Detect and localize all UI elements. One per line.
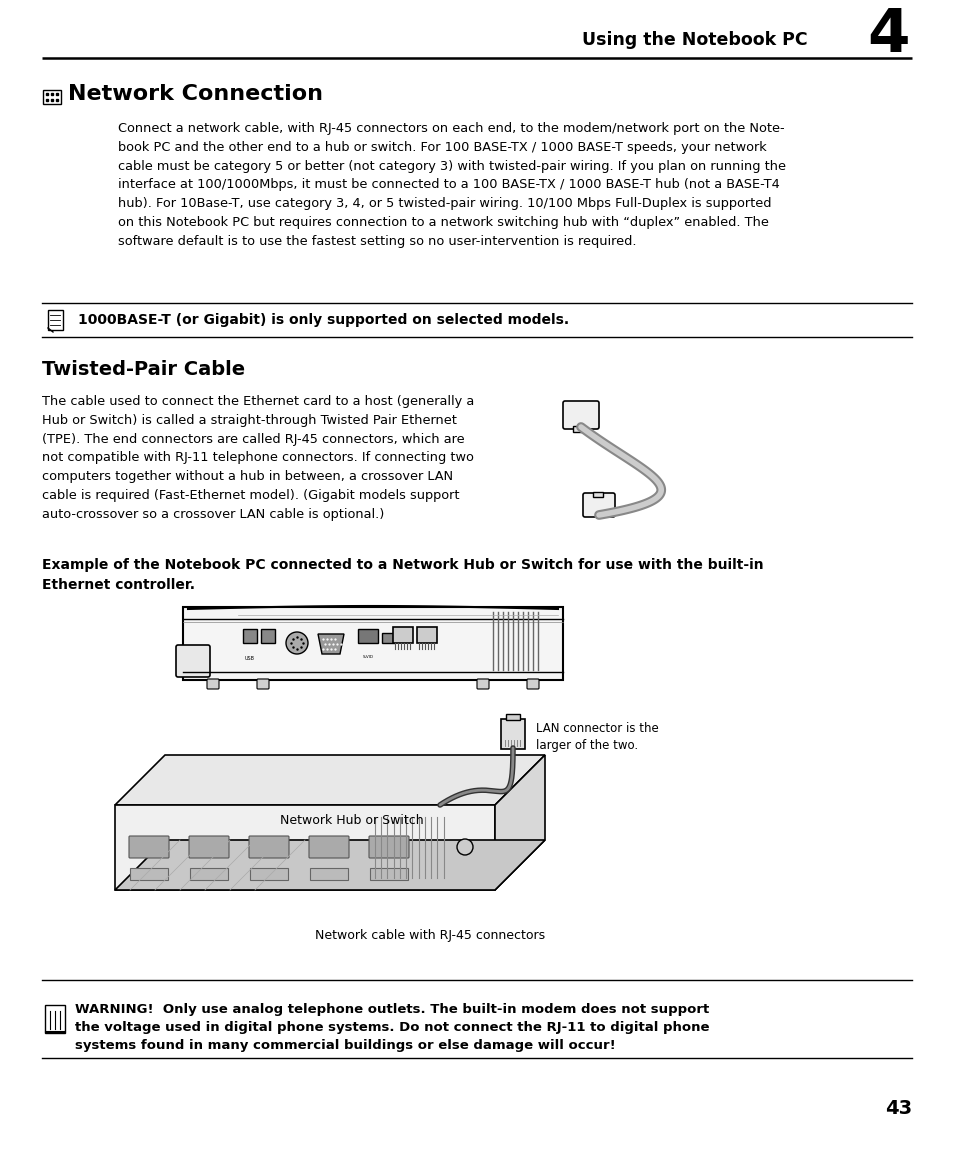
FancyBboxPatch shape: [189, 836, 229, 858]
FancyBboxPatch shape: [381, 633, 395, 643]
FancyBboxPatch shape: [309, 836, 349, 858]
Text: S-VID: S-VID: [362, 655, 374, 660]
Text: Network cable with RJ-45 connectors: Network cable with RJ-45 connectors: [314, 929, 544, 941]
Text: 4: 4: [866, 7, 909, 66]
FancyBboxPatch shape: [310, 869, 348, 880]
Text: Ethernet controller.: Ethernet controller.: [42, 578, 194, 593]
FancyBboxPatch shape: [357, 629, 377, 643]
FancyBboxPatch shape: [505, 714, 519, 720]
Text: The cable used to connect the Ethernet card to a host (generally a
Hub or Switch: The cable used to connect the Ethernet c…: [42, 395, 474, 521]
FancyBboxPatch shape: [369, 836, 409, 858]
FancyBboxPatch shape: [207, 679, 219, 690]
FancyBboxPatch shape: [476, 679, 489, 690]
FancyBboxPatch shape: [582, 493, 615, 517]
Text: Example of the Notebook PC connected to a Network Hub or Switch for use with the: Example of the Notebook PC connected to …: [42, 558, 762, 572]
Circle shape: [286, 632, 308, 654]
Text: LAN connector is the
larger of the two.: LAN connector is the larger of the two.: [536, 722, 659, 752]
Circle shape: [456, 839, 473, 855]
Polygon shape: [115, 755, 544, 805]
FancyBboxPatch shape: [175, 644, 210, 677]
FancyBboxPatch shape: [526, 679, 538, 690]
FancyBboxPatch shape: [500, 720, 524, 748]
FancyBboxPatch shape: [45, 1005, 65, 1033]
FancyBboxPatch shape: [243, 629, 256, 643]
FancyBboxPatch shape: [256, 679, 269, 690]
FancyBboxPatch shape: [562, 401, 598, 429]
Text: 43: 43: [884, 1098, 911, 1118]
Text: WARNING!  Only use analog telephone outlets. The built-in modem does not support: WARNING! Only use analog telephone outle…: [75, 1003, 709, 1052]
FancyBboxPatch shape: [43, 90, 61, 104]
Text: USB: USB: [245, 656, 254, 661]
FancyBboxPatch shape: [593, 492, 602, 497]
Polygon shape: [115, 840, 544, 891]
FancyBboxPatch shape: [573, 426, 584, 432]
Text: Connect a network cable, with RJ-45 connectors on each end, to the modem/network: Connect a network cable, with RJ-45 conn…: [118, 122, 785, 248]
Text: 1000BASE-T (or Gigabit) is only supported on selected models.: 1000BASE-T (or Gigabit) is only supporte…: [78, 313, 569, 327]
FancyBboxPatch shape: [250, 869, 288, 880]
Polygon shape: [317, 634, 344, 654]
Text: Twisted-Pair Cable: Twisted-Pair Cable: [42, 360, 245, 379]
Polygon shape: [115, 805, 495, 891]
FancyBboxPatch shape: [261, 629, 274, 643]
FancyBboxPatch shape: [129, 836, 169, 858]
Text: Network Connection: Network Connection: [68, 84, 323, 104]
Polygon shape: [183, 608, 562, 680]
Text: Using the Notebook PC: Using the Notebook PC: [581, 31, 807, 49]
FancyBboxPatch shape: [249, 836, 289, 858]
FancyBboxPatch shape: [48, 310, 63, 330]
Polygon shape: [495, 755, 544, 891]
Text: Network Hub or Switch: Network Hub or Switch: [280, 813, 423, 827]
FancyBboxPatch shape: [416, 627, 436, 643]
FancyBboxPatch shape: [190, 869, 228, 880]
FancyBboxPatch shape: [393, 627, 413, 643]
FancyBboxPatch shape: [370, 869, 408, 880]
FancyBboxPatch shape: [130, 869, 168, 880]
